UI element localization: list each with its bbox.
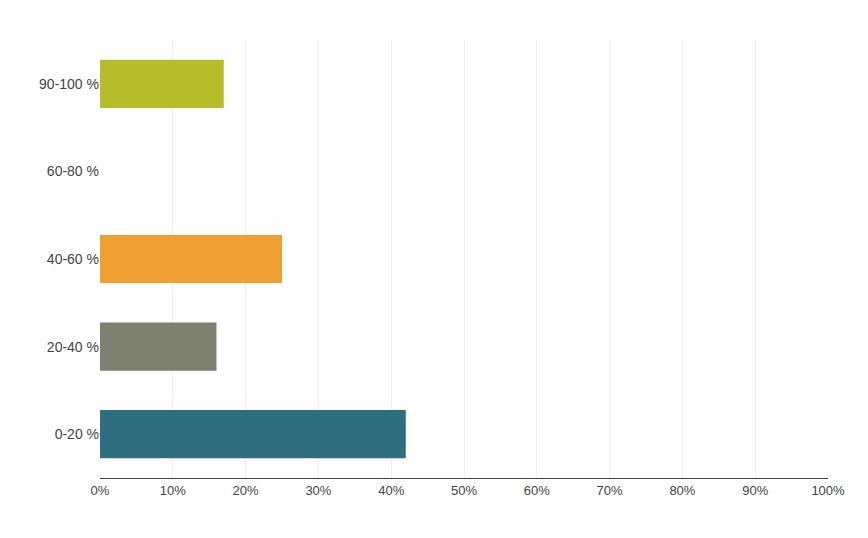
- svg-text:40%: 40%: [378, 483, 404, 498]
- svg-text:60-80 %: 60-80 %: [47, 163, 99, 179]
- svg-text:20-40 %: 20-40 %: [47, 339, 99, 355]
- svg-text:80%: 80%: [669, 483, 695, 498]
- svg-text:0-20 %: 0-20 %: [55, 426, 99, 442]
- svg-text:90%: 90%: [742, 483, 768, 498]
- svg-text:20%: 20%: [233, 483, 259, 498]
- svg-text:60%: 60%: [524, 483, 550, 498]
- svg-text:40-60 %: 40-60 %: [47, 251, 99, 267]
- svg-text:10%: 10%: [160, 483, 186, 498]
- svg-text:30%: 30%: [305, 483, 331, 498]
- svg-text:0%: 0%: [91, 483, 110, 498]
- svg-text:70%: 70%: [597, 483, 623, 498]
- svg-text:100%: 100%: [811, 483, 845, 498]
- svg-text:50%: 50%: [451, 483, 477, 498]
- svg-text:90-100 %: 90-100 %: [39, 76, 99, 92]
